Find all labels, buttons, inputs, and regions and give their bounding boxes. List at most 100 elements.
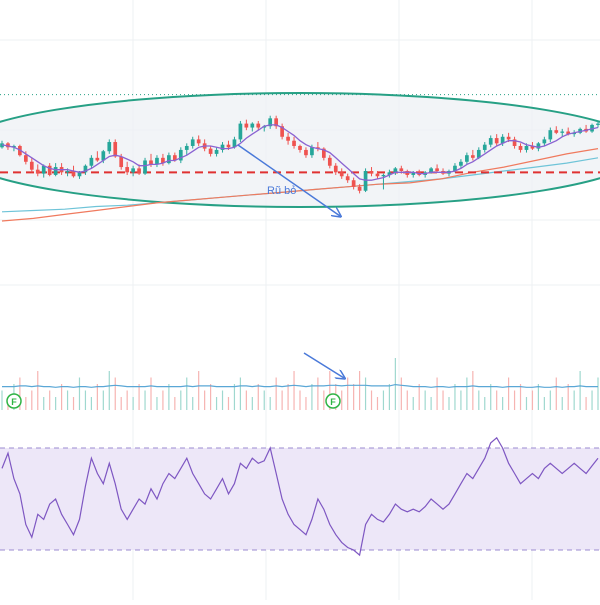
candle-body: [89, 157, 94, 166]
volume-bar: [144, 390, 146, 410]
candle-body: [465, 155, 469, 162]
candle-body: [345, 176, 350, 181]
volume-bar: [1, 390, 3, 410]
candle-body: [107, 142, 112, 152]
candle-body: [280, 126, 284, 137]
volume-bar: [114, 377, 116, 410]
candle-body: [554, 130, 559, 133]
volume-bar: [454, 384, 456, 410]
volume-bar: [84, 390, 87, 410]
volume-bar: [204, 390, 206, 410]
volume-bar: [287, 384, 289, 410]
volume-bar: [132, 397, 134, 410]
volume-bar: [353, 384, 355, 410]
candle-body: [83, 165, 88, 173]
candle-body: [596, 123, 600, 125]
candle-body: [95, 157, 100, 161]
candle-body: [536, 143, 541, 149]
candle-body: [292, 140, 296, 146]
volume-bar: [359, 371, 361, 410]
volume-bar: [138, 384, 140, 410]
candle-body: [29, 161, 34, 170]
volume-bar: [537, 384, 539, 410]
volume-bar: [281, 390, 283, 410]
ma-200-line: [1, 148, 599, 222]
volume-bar: [496, 390, 498, 410]
candle-body: [149, 160, 153, 165]
candle-body: [500, 136, 505, 144]
candle-body: [470, 155, 475, 158]
candle-body: [190, 139, 195, 146]
volume-average-line: [2, 383, 598, 388]
volume-bar: [418, 384, 420, 410]
volume-bar: [275, 377, 277, 410]
candle-body: [167, 155, 171, 164]
volume-bar: [108, 371, 110, 410]
candle-body: [363, 171, 368, 191]
candle-body: [226, 144, 231, 148]
candle-body: [53, 167, 58, 175]
candle-body: [232, 139, 237, 148]
volume-bar: [323, 390, 325, 410]
volume-bar: [61, 384, 63, 410]
volume-bar: [305, 397, 307, 410]
candle-body: [298, 145, 302, 150]
rsi-panel: [0, 436, 600, 557]
candle-body: [143, 160, 147, 174]
volume-bar: [341, 390, 343, 410]
volume-bar: [186, 377, 188, 410]
volume-bar: [448, 397, 450, 410]
volume-bar: [525, 397, 528, 410]
candle-body: [530, 145, 535, 149]
volume-bar: [478, 390, 480, 410]
candle-body: [244, 123, 249, 128]
volume-bar: [370, 390, 373, 410]
candle-body: [327, 157, 332, 166]
candle-body: [560, 131, 565, 133]
candle-body: [411, 172, 416, 175]
ma-short-line: [1, 124, 599, 181]
candle-body: [476, 149, 481, 158]
candle-body: [125, 167, 130, 173]
volume-bar: [502, 397, 504, 410]
candle-body: [208, 148, 213, 154]
candle-body: [435, 168, 439, 171]
candle-body: [429, 168, 433, 173]
candle-body: [399, 168, 404, 171]
volume-bar: [162, 390, 164, 410]
volume-bar: [180, 390, 182, 410]
volume-bar: [472, 371, 474, 410]
volume-bar: [37, 371, 39, 410]
candle-body: [196, 139, 201, 144]
volume-bar: [436, 377, 438, 410]
candle-body: [488, 138, 493, 145]
candle-body: [405, 171, 410, 175]
candle-body: [506, 136, 511, 140]
candle-body: [184, 145, 189, 150]
volume-bar: [406, 390, 408, 410]
candle-body: [572, 132, 577, 135]
candle-body: [321, 148, 326, 158]
candle-body: [178, 149, 183, 161]
event-marker-circle: [6, 393, 22, 409]
candle-body: [566, 131, 571, 135]
candle-body: [369, 171, 374, 174]
event-marker-circle: [325, 393, 341, 409]
candle-body: [23, 155, 28, 162]
event-marker-label: F: [330, 397, 336, 407]
volume-bar: [412, 397, 414, 410]
volume-bar: [66, 390, 69, 410]
candle-body: [548, 130, 553, 140]
candle-body: [161, 157, 165, 164]
candle-body: [333, 165, 338, 173]
volume-bar: [543, 397, 545, 410]
candle-body: [35, 169, 40, 174]
volume-bar: [490, 384, 492, 410]
candle-body: [351, 180, 356, 187]
candle-body: [77, 172, 82, 177]
candle-body: [393, 168, 398, 173]
event-marker-label: F: [11, 397, 17, 407]
